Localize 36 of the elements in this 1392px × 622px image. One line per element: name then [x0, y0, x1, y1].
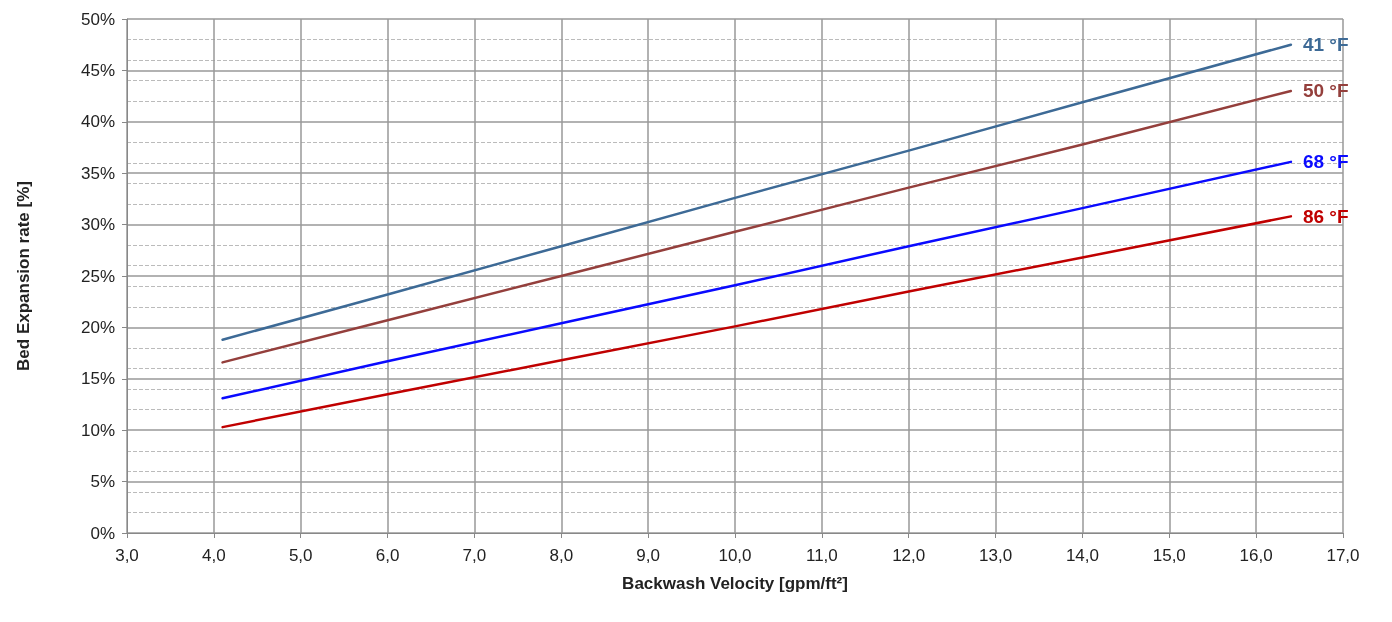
- x-tick-label: 5,0: [288, 546, 313, 565]
- y-tick-label: 45%: [80, 60, 115, 80]
- x-tick-label: 13,0: [979, 546, 1013, 565]
- y-tick-label: 30%: [80, 215, 115, 235]
- line-series: [221, 160, 1293, 400]
- series-label: 41 °F: [1302, 34, 1349, 56]
- x-tick-label: 11,0: [805, 546, 838, 565]
- x-axis-title: Backwash Velocity [gpm/ft²]: [622, 574, 848, 593]
- line-series: [221, 215, 1293, 429]
- x-tick-label: 16,0: [1239, 546, 1273, 565]
- y-tick-label: 0%: [90, 523, 115, 543]
- x-tick-label: 17,0: [1326, 546, 1360, 565]
- x-tick-label: 9,0: [636, 546, 660, 565]
- x-tick-label: 3,0: [115, 546, 139, 565]
- y-tick-label: 35%: [80, 163, 115, 183]
- y-tick-label: 50%: [80, 9, 115, 29]
- x-tick-label: 14,0: [1065, 546, 1099, 565]
- y-tick-label: 5%: [90, 472, 115, 492]
- y-tick-label: 15%: [80, 369, 115, 389]
- y-tick-label: 40%: [80, 112, 115, 132]
- x-tick-label: 6,0: [375, 546, 400, 565]
- x-tick-label: 15,0: [1152, 546, 1186, 565]
- y-axis-title: Bed Expansion rate [%]: [14, 181, 33, 371]
- series-label: 68 °F: [1302, 151, 1349, 173]
- series-label: 50 °F: [1302, 80, 1349, 102]
- x-tick-label: 8,0: [549, 546, 574, 565]
- x-tick-label: 4,0: [202, 546, 226, 565]
- line-series: [221, 43, 1293, 341]
- x-tick-label: 7,0: [462, 546, 487, 565]
- line-series: [221, 89, 1293, 364]
- x-tick-label: 12,0: [892, 546, 926, 565]
- y-tick-label: 10%: [80, 420, 115, 440]
- series-label: 86 °F: [1302, 205, 1349, 227]
- x-tick-label: 10,0: [718, 546, 752, 565]
- y-tick-label: 25%: [80, 266, 115, 286]
- y-tick-label: 20%: [80, 317, 115, 337]
